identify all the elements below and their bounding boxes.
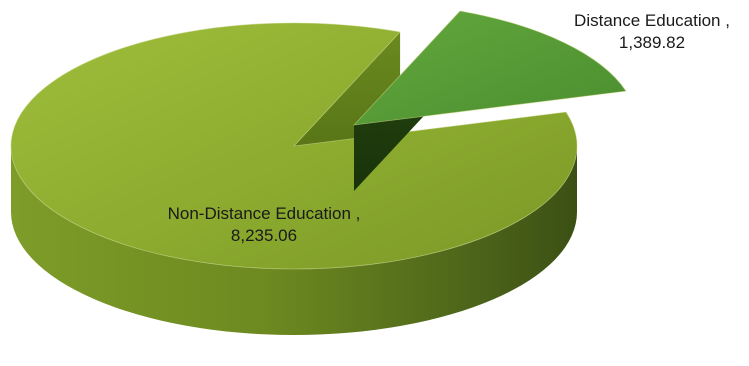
slice-side-face bbox=[11, 146, 577, 335]
slice-label-distance-education: Distance Education , 1,389.82 bbox=[574, 10, 730, 54]
slice-label-non-distance-education: Non-Distance Education , 8,235.06 bbox=[168, 203, 361, 247]
slice-top-face bbox=[10, 22, 578, 270]
pie-slice-distance-education bbox=[352, 10, 627, 191]
slice-label-name: Non-Distance Education , bbox=[167, 204, 361, 223]
slice-label-name: Distance Education , bbox=[574, 11, 730, 30]
slice-top-face bbox=[352, 10, 627, 126]
slice-label-value: 8,235.06 bbox=[230, 226, 298, 245]
slice-label-value: 1,389.82 bbox=[618, 33, 686, 52]
pie-slice-non-distance-education bbox=[10, 22, 578, 335]
